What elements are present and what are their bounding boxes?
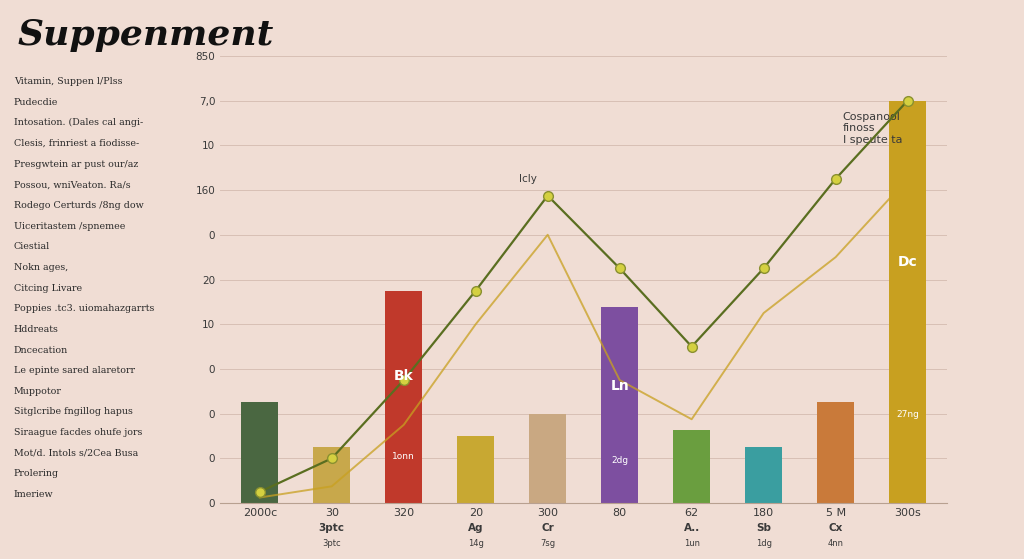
Text: 14g: 14g (468, 539, 483, 548)
Text: 27ng: 27ng (896, 410, 920, 419)
Text: Poppies .tc3. uiomahazgarrts: Poppies .tc3. uiomahazgarrts (14, 304, 155, 313)
Bar (241, 402, 279, 503)
Text: Muppotor: Muppotor (14, 387, 61, 396)
Text: Sitglcribe fngillog hapus: Sitglcribe fngillog hapus (14, 408, 133, 416)
Text: 2dg: 2dg (611, 456, 629, 465)
Bar (889, 101, 927, 503)
Text: 3ptc: 3ptc (318, 523, 345, 533)
Text: Clesis, frinriest a fiodisse-: Clesis, frinriest a fiodisse- (14, 139, 139, 148)
Text: Rodego Certurds /8ng dow: Rodego Certurds /8ng dow (14, 201, 143, 210)
Text: 1onn: 1onn (392, 452, 415, 461)
Bar (529, 414, 566, 503)
Text: Ln: Ln (610, 378, 629, 393)
Text: Dc: Dc (898, 254, 918, 269)
Text: Le epinte sared alaretorr: Le epinte sared alaretorr (14, 366, 135, 375)
Text: lcly: lcly (519, 174, 537, 184)
Text: Possou, wniVeaton. Ra/s: Possou, wniVeaton. Ra/s (14, 180, 130, 190)
Bar (601, 307, 638, 503)
Text: Prolering: Prolering (14, 470, 59, 479)
Text: Citcing Livare: Citcing Livare (14, 283, 82, 292)
Text: Presgwtein ar pust our/az: Presgwtein ar pust our/az (14, 159, 138, 169)
Text: 7sg: 7sg (540, 539, 555, 548)
Bar (744, 447, 782, 503)
Text: Nokn ages,: Nokn ages, (14, 263, 69, 272)
Text: 4nn: 4nn (827, 539, 844, 548)
Text: 1un: 1un (684, 539, 699, 548)
Text: Sb: Sb (756, 523, 771, 533)
Text: Intosation. (Dales cal angi-: Intosation. (Dales cal angi- (14, 119, 143, 127)
Bar (385, 291, 423, 503)
Text: A..: A.. (684, 523, 699, 533)
Bar (313, 447, 350, 503)
Text: Imeriew: Imeriew (14, 490, 53, 499)
Text: Vitamin, Suppen l/Plss: Vitamin, Suppen l/Plss (14, 77, 123, 86)
Text: Cx: Cx (828, 523, 843, 533)
Text: 1dg: 1dg (756, 539, 772, 548)
Text: Ciestial: Ciestial (14, 242, 50, 251)
Text: Mot/d. Intols s/2Cea Busa: Mot/d. Intols s/2Cea Busa (14, 449, 138, 458)
Text: Suppenment: Suppenment (17, 18, 273, 52)
Text: Dncecation: Dncecation (14, 345, 69, 354)
Text: Cr: Cr (542, 523, 554, 533)
Text: 3ptc: 3ptc (323, 539, 341, 548)
Bar (457, 436, 495, 503)
Text: Siraague facdes ohufe jors: Siraague facdes ohufe jors (14, 428, 142, 437)
Text: Uiceritastem /spnemee: Uiceritastem /spnemee (14, 221, 125, 230)
Bar (817, 402, 854, 503)
Text: Ag: Ag (468, 523, 483, 533)
Text: Bk: Bk (394, 368, 414, 383)
Text: Hddreats: Hddreats (14, 325, 58, 334)
Text: Cospanool
finoss
I speute ta: Cospanool finoss I speute ta (843, 112, 902, 145)
Text: Pudecdie: Pudecdie (14, 98, 58, 107)
Bar (673, 430, 711, 503)
